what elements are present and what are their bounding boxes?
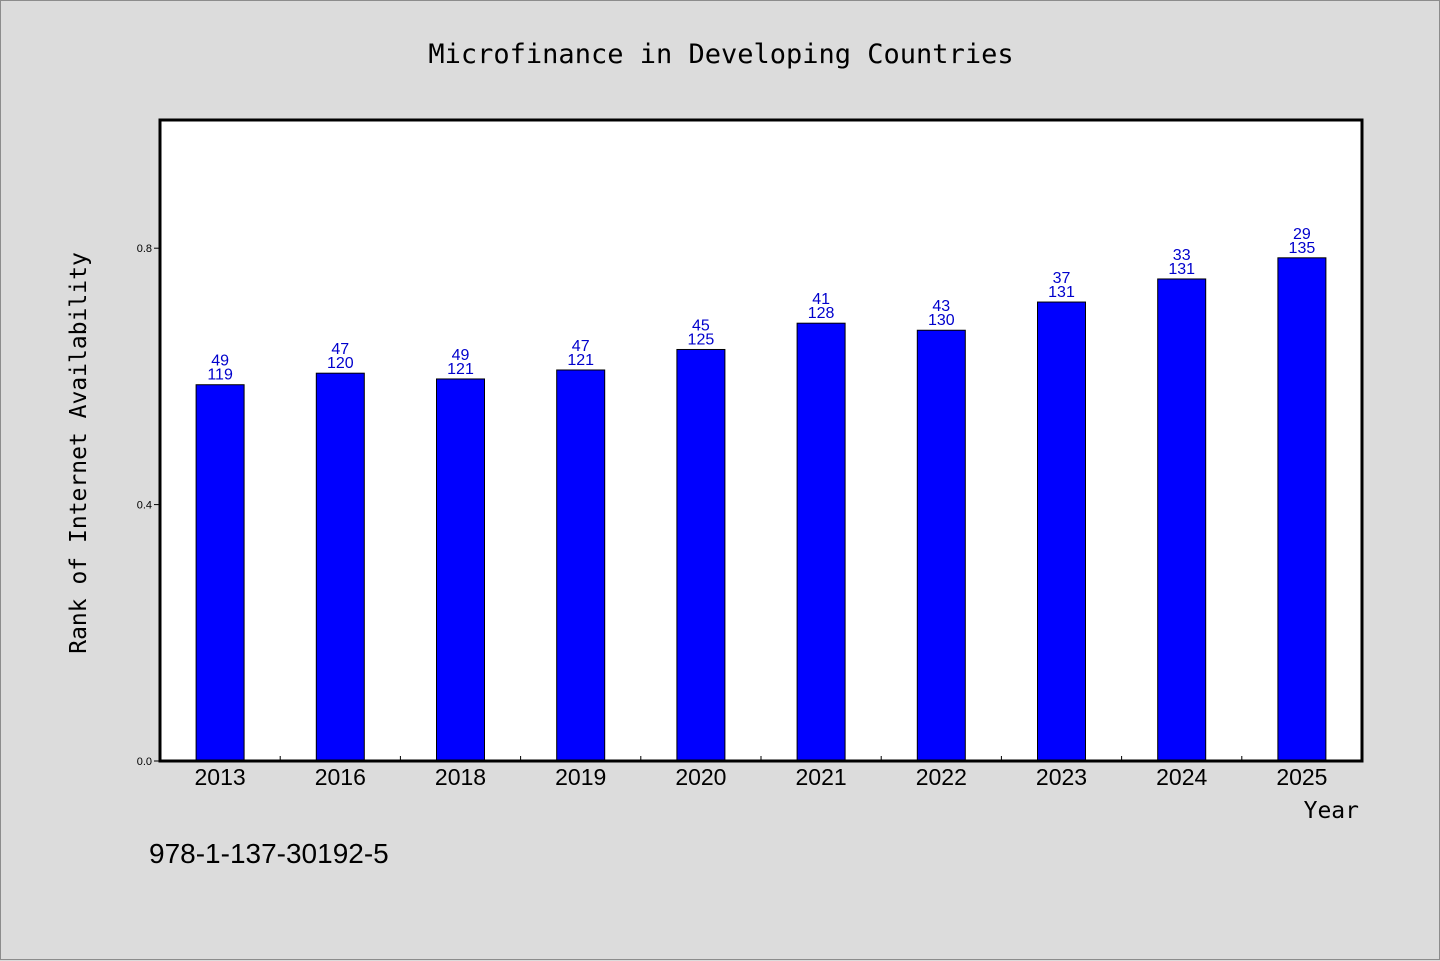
y-tick-label: 0.0 <box>137 756 152 768</box>
bar-label-bottom-2022: 130 <box>928 312 955 329</box>
x-tick-label-2016: 2016 <box>315 764 366 790</box>
bar-2025 <box>1277 257 1327 762</box>
bar-label-bottom-2020: 125 <box>688 331 715 348</box>
x-tick-label-2022: 2022 <box>916 764 967 790</box>
bar-label-top-2018: 49 <box>452 347 470 364</box>
y-tick-label: 0.8 <box>137 243 152 255</box>
bar-label-bottom-2023: 131 <box>1048 284 1075 301</box>
x-tick-label-2021: 2021 <box>796 764 847 790</box>
bar-label-bottom-2024: 131 <box>1168 261 1195 278</box>
x-tick-label-2018: 2018 <box>435 764 486 790</box>
bar-2020 <box>676 348 726 762</box>
bar-2022 <box>916 329 966 762</box>
x-tick-label-2013: 2013 <box>195 764 246 790</box>
x-axis-ticks: 2013 2016 2018 2019 2020 2021 2022 2023 2024 2025 <box>195 756 1327 790</box>
x-tick-label-2024: 2024 <box>1156 764 1207 790</box>
isbn-footer: 978-1-137-30192-5 <box>149 838 389 869</box>
bar-label-top-2022: 43 <box>932 298 950 315</box>
bar-label-bottom-2025: 135 <box>1289 240 1316 257</box>
x-tick-label-2019: 2019 <box>555 764 606 790</box>
chart-title: Microfinance in Developing Countries <box>428 39 1013 70</box>
x-tick-label-2023: 2023 <box>1036 764 1087 790</box>
bar-label-bottom-2021: 128 <box>808 305 835 322</box>
bar-label-top-2024: 33 <box>1173 247 1191 264</box>
bar-2018 <box>436 378 485 762</box>
bar-label-top-2019: 47 <box>572 338 590 355</box>
bar-label-top-2021: 41 <box>812 291 830 308</box>
plot-border <box>158 118 1364 763</box>
bar-label-top-2020: 45 <box>692 317 710 334</box>
bars-group <box>195 257 1327 762</box>
bar-label-bottom-2018: 121 <box>447 361 474 378</box>
y-tick-label: 0.4 <box>137 500 152 512</box>
bar-label-bottom-2016: 120 <box>327 355 354 372</box>
bar-label-top-2016: 47 <box>331 341 349 358</box>
bar-2013 <box>195 384 245 762</box>
bar-label-bottom-2013: 119 <box>207 367 233 384</box>
bar-2021 <box>796 322 846 762</box>
bar-label-top-2013: 49 <box>211 353 229 370</box>
bar-2016 <box>315 372 365 762</box>
x-tick-label-2025: 2025 <box>1276 764 1327 790</box>
bar-label-bottom-2019: 121 <box>567 352 594 369</box>
y-axis-title: Rank of Internet Availability <box>66 252 92 654</box>
bar-label-top-2025: 29 <box>1293 226 1311 243</box>
bar-2023 <box>1037 301 1086 762</box>
bar-2024 <box>1157 278 1207 762</box>
x-axis-title: Year <box>1304 798 1359 824</box>
y-axis-ticks: 0.0 0.4 0.8 <box>137 243 160 768</box>
x-tick-label-2020: 2020 <box>675 764 726 790</box>
bar-label-top-2023: 37 <box>1053 270 1071 287</box>
bar-2019 <box>556 369 606 762</box>
